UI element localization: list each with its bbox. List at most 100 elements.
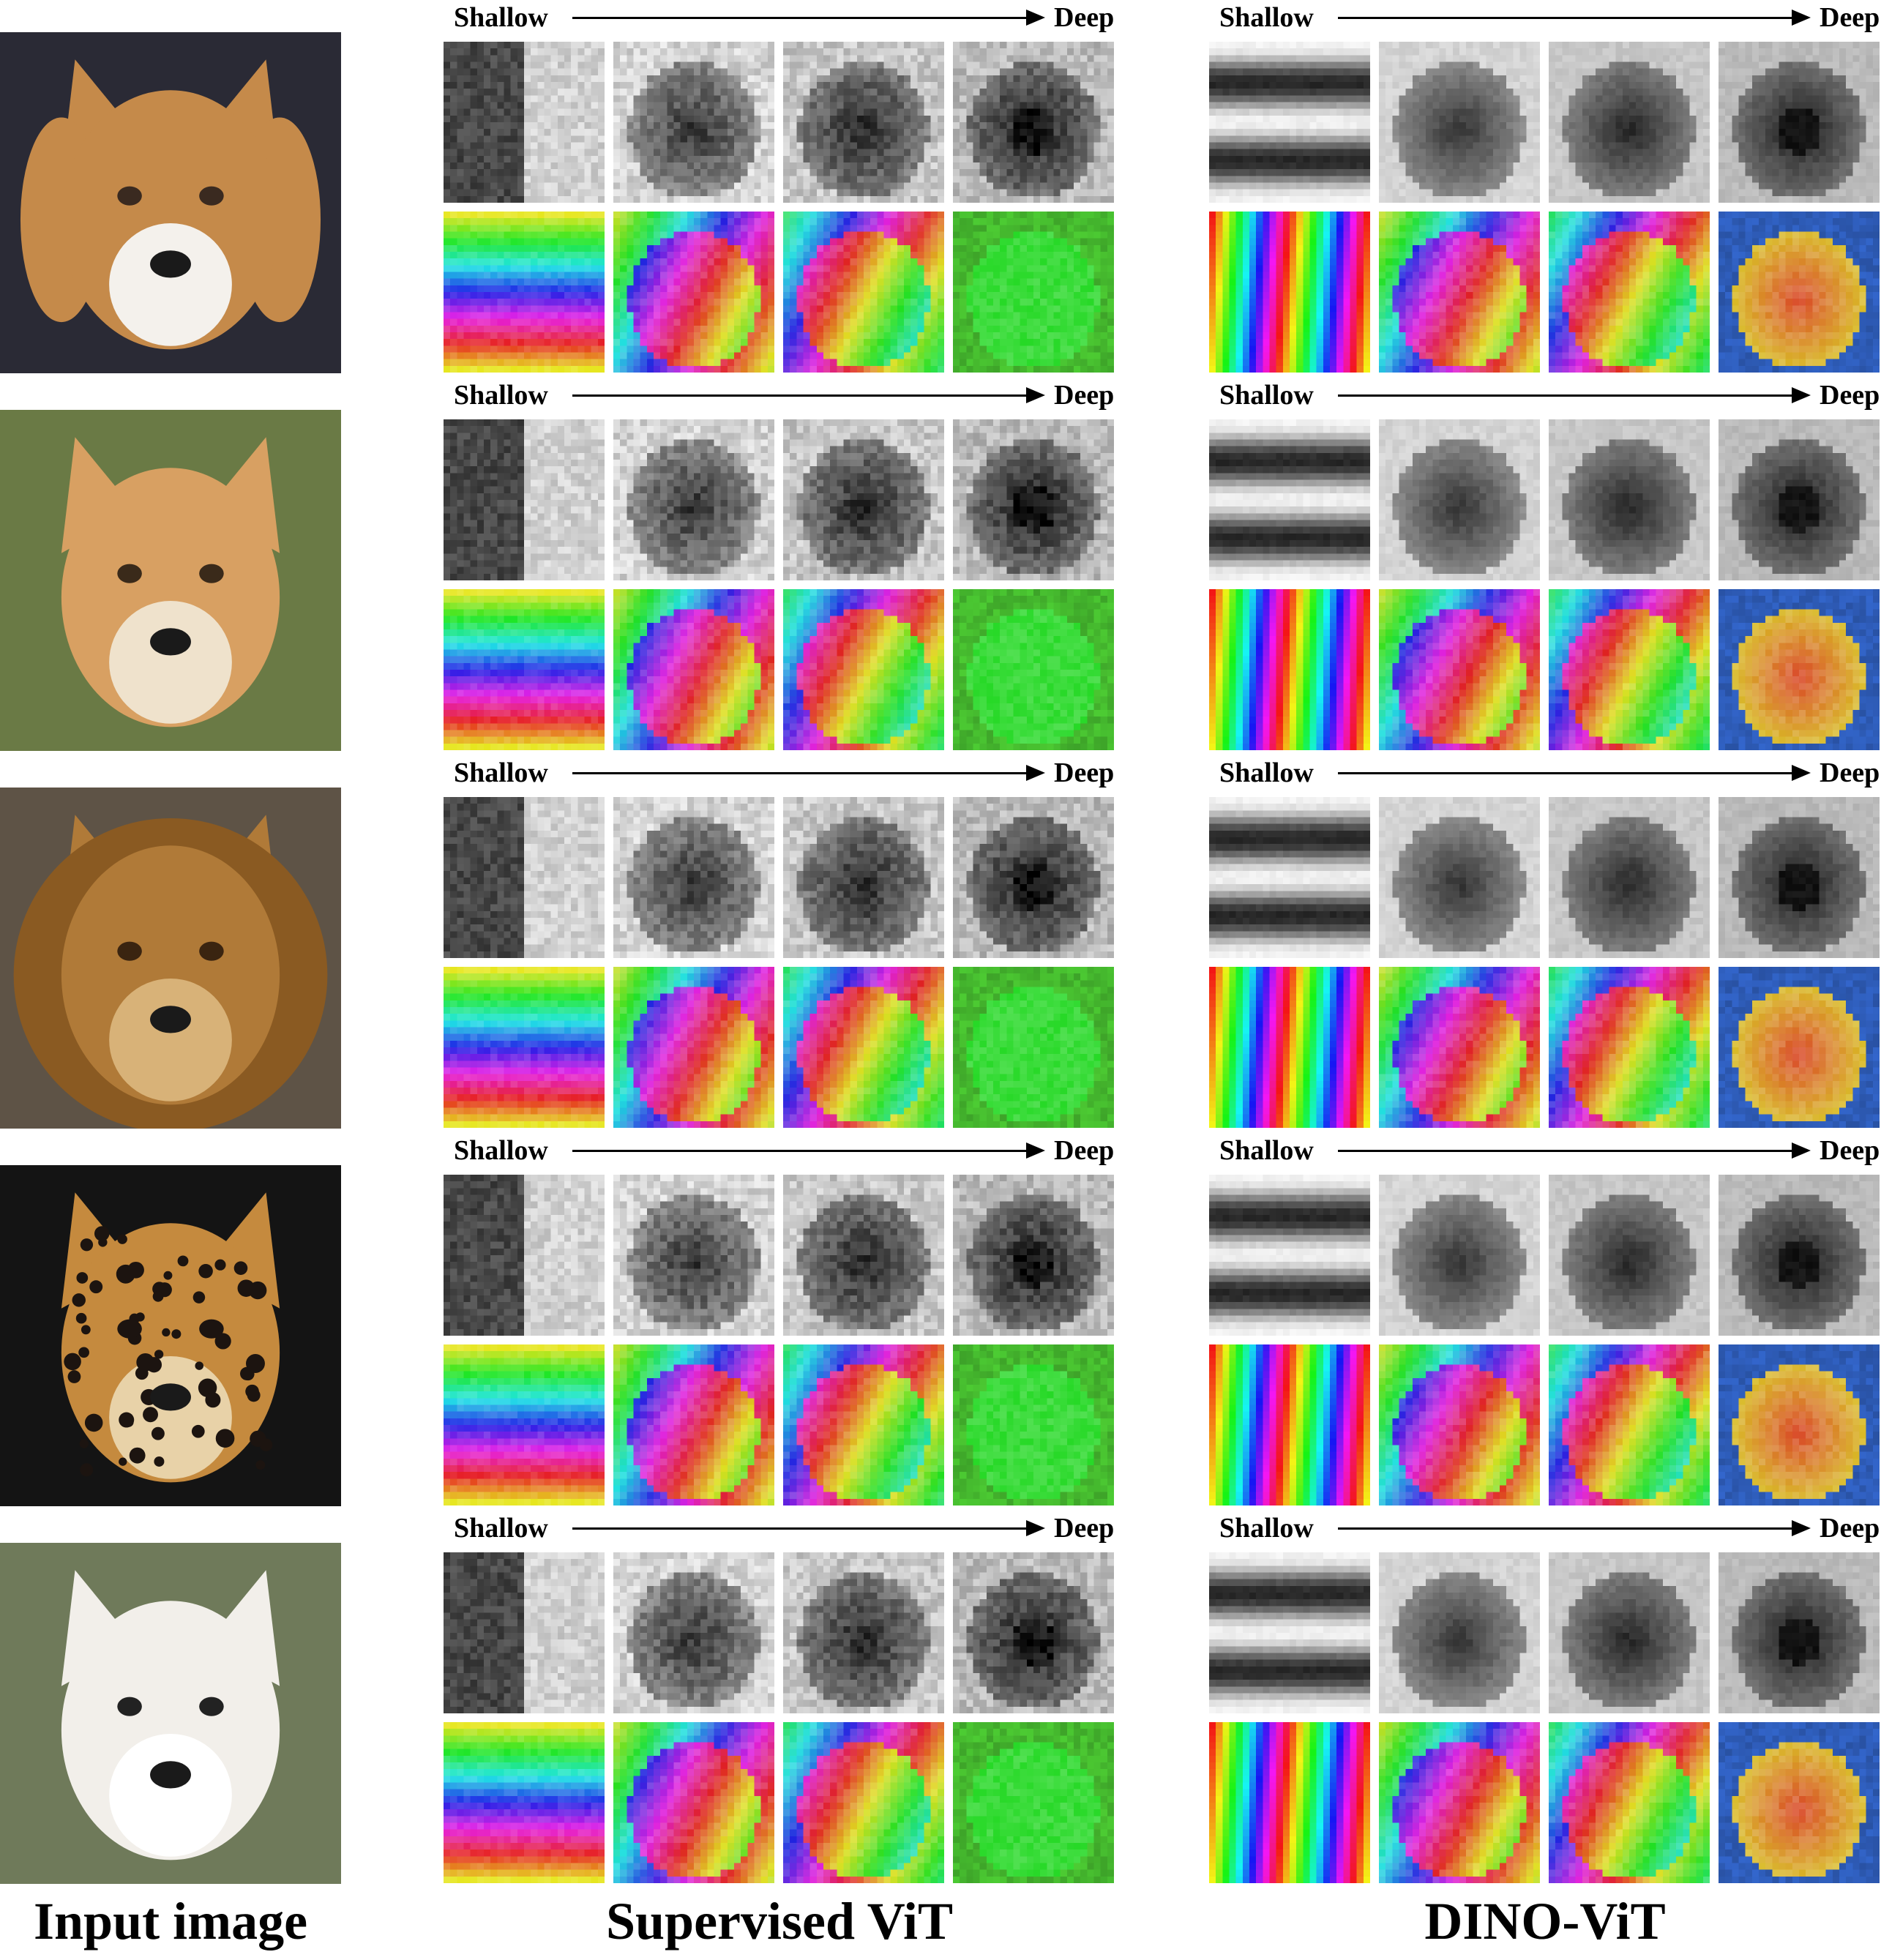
supervised-attention-map-row1-layer3: [783, 42, 944, 203]
dino-pca-map-row5-layer2: [1379, 1722, 1540, 1883]
deep-label: Deep: [1054, 0, 1114, 36]
depth-arrow-line: [1338, 772, 1793, 774]
deep-label: Deep: [1820, 1132, 1880, 1169]
input-photo-beagle: [0, 32, 341, 373]
dino-attention-map-row3-layer1: [1209, 797, 1370, 958]
deep-label: Deep: [1820, 0, 1880, 36]
dino-pca-map-row4-layer1: [1209, 1344, 1370, 1505]
caption-supervised-vit: Supervised ViT: [444, 1888, 1115, 1954]
dino-pca-map-row4-layer4: [1719, 1344, 1880, 1505]
shallow-label: Shallow: [454, 1510, 548, 1546]
depth-arrow-line: [1338, 394, 1793, 397]
supervised-attention-map-row4-layer2: [613, 1175, 774, 1336]
shallow-label: Shallow: [454, 377, 548, 414]
dino-pca-map-row5-layer3: [1549, 1722, 1710, 1883]
dino-depth-arrow-row-2: Shallow Deep: [1219, 377, 1880, 414]
supervised-pca-map-row4-layer3: [783, 1344, 944, 1505]
supervised-attention-map-row3-layer4: [953, 797, 1114, 958]
dino-attention-map-row1-layer1: [1209, 42, 1370, 203]
supervised-attention-map-row3-layer3: [783, 797, 944, 958]
dino-pca-map-row4-layer2: [1379, 1344, 1540, 1505]
supervised-attention-map-row2-layer2: [613, 419, 774, 580]
dino-pca-map-row3-layer2: [1379, 967, 1540, 1128]
dino-attention-map-row2-layer2: [1379, 419, 1540, 580]
depth-arrow-line: [1338, 1150, 1793, 1152]
dino-attention-map-row4-layer4: [1719, 1175, 1880, 1336]
supervised-depth-arrow-row-1: Shallow Deep: [454, 0, 1114, 36]
supervised-pca-map-row5-layer4: [953, 1722, 1114, 1883]
supervised-attention-map-row5-layer4: [953, 1552, 1114, 1713]
input-photo-lion: [0, 788, 341, 1129]
supervised-pca-map-row3-layer4: [953, 967, 1114, 1128]
dino-depth-arrow-row-1: Shallow Deep: [1219, 0, 1880, 36]
dino-pca-map-row3-layer3: [1549, 967, 1710, 1128]
supervised-depth-arrow-row-5: Shallow Deep: [454, 1510, 1114, 1546]
deep-label: Deep: [1820, 755, 1880, 791]
supervised-attention-map-row3-layer2: [613, 797, 774, 958]
supervised-pca-map-row1-layer1: [444, 212, 605, 373]
supervised-attention-map-row1-layer4: [953, 42, 1114, 203]
arrow-head-icon: [1026, 10, 1045, 26]
supervised-depth-arrow-row-2: Shallow Deep: [454, 377, 1114, 414]
supervised-depth-arrow-row-4: Shallow Deep: [454, 1132, 1114, 1169]
arrow-head-icon: [1792, 765, 1811, 781]
supervised-attention-map-row2-layer3: [783, 419, 944, 580]
dino-pca-map-row2-layer2: [1379, 589, 1540, 750]
depth-arrow-line: [572, 394, 1028, 397]
arrow-head-icon: [1792, 1142, 1811, 1159]
supervised-pca-map-row4-layer2: [613, 1344, 774, 1505]
supervised-attention-map-row5-layer2: [613, 1552, 774, 1713]
dino-pca-map-row5-layer4: [1719, 1722, 1880, 1883]
shallow-label: Shallow: [1219, 0, 1314, 36]
supervised-pca-map-row4-layer1: [444, 1344, 605, 1505]
arrow-head-icon: [1026, 765, 1045, 781]
supervised-pca-map-row1-layer3: [783, 212, 944, 373]
deep-label: Deep: [1054, 755, 1114, 791]
depth-arrow-line: [572, 772, 1028, 774]
dino-pca-map-row3-layer1: [1209, 967, 1370, 1128]
dino-attention-map-row4-layer2: [1379, 1175, 1540, 1336]
supervised-pca-map-row5-layer2: [613, 1722, 774, 1883]
input-photo-jaguar: [0, 1165, 341, 1506]
arrow-head-icon: [1792, 10, 1811, 26]
dino-attention-map-row5-layer3: [1549, 1552, 1710, 1713]
deep-label: Deep: [1054, 1132, 1114, 1169]
supervised-attention-map-row4-layer1: [444, 1175, 605, 1336]
supervised-attention-map-row1-layer1: [444, 42, 605, 203]
arrow-head-icon: [1026, 387, 1045, 403]
supervised-pca-map-row4-layer4: [953, 1344, 1114, 1505]
supervised-pca-map-row3-layer3: [783, 967, 944, 1128]
dino-attention-map-row3-layer4: [1719, 797, 1880, 958]
dino-attention-map-row5-layer4: [1719, 1552, 1880, 1713]
deep-label: Deep: [1820, 377, 1880, 414]
supervised-pca-map-row3-layer2: [613, 967, 774, 1128]
dino-attention-map-row5-layer1: [1209, 1552, 1370, 1713]
caption-dino-vit: DINO-ViT: [1209, 1888, 1881, 1954]
dino-depth-arrow-row-5: Shallow Deep: [1219, 1510, 1880, 1546]
dino-pca-map-row2-layer4: [1719, 589, 1880, 750]
dino-attention-map-row3-layer2: [1379, 797, 1540, 958]
dino-attention-map-row2-layer1: [1209, 419, 1370, 580]
dino-attention-map-row3-layer3: [1549, 797, 1710, 958]
supervised-pca-map-row5-layer3: [783, 1722, 944, 1883]
supervised-pca-map-row3-layer1: [444, 967, 605, 1128]
dino-attention-map-row1-layer3: [1549, 42, 1710, 203]
depth-arrow-line: [1338, 17, 1793, 19]
dino-attention-map-row1-layer2: [1379, 42, 1540, 203]
supervised-attention-map-row3-layer1: [444, 797, 605, 958]
shallow-label: Shallow: [1219, 755, 1314, 791]
deep-label: Deep: [1820, 1510, 1880, 1546]
supervised-pca-map-row2-layer2: [613, 589, 774, 750]
arrow-head-icon: [1026, 1520, 1045, 1536]
depth-arrow-line: [572, 1527, 1028, 1530]
dino-depth-arrow-row-3: Shallow Deep: [1219, 755, 1880, 791]
arrow-head-icon: [1792, 387, 1811, 403]
dino-pca-map-row4-layer3: [1549, 1344, 1710, 1505]
dino-pca-map-row1-layer3: [1549, 212, 1710, 373]
dino-attention-map-row4-layer3: [1549, 1175, 1710, 1336]
input-photo-white-wolf: [0, 1543, 341, 1884]
dino-attention-map-row4-layer1: [1209, 1175, 1370, 1336]
dino-pca-map-row2-layer1: [1209, 589, 1370, 750]
supervised-attention-map-row5-layer3: [783, 1552, 944, 1713]
dino-attention-map-row5-layer2: [1379, 1552, 1540, 1713]
